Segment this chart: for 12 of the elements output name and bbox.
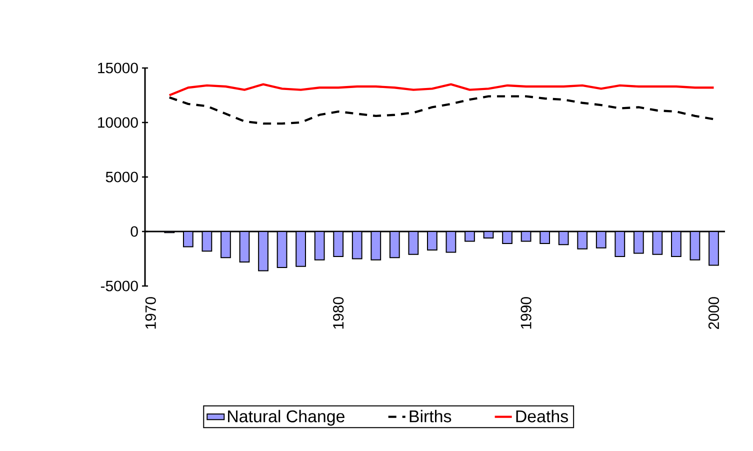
x-tick-label: 2000	[708, 297, 720, 329]
legend-label: Births	[410, 410, 452, 422]
legend-label: Deaths	[516, 410, 568, 422]
y-tick-label: 5000	[106, 172, 138, 182]
y-tick-label: 15000	[98, 62, 138, 74]
y-tick-label: 10000	[98, 117, 138, 128]
y-tick-label: -5000	[100, 280, 138, 292]
legend-label: Natural Change	[228, 410, 344, 426]
y-tick-label: 0	[130, 226, 138, 237]
x-tick-label: 1980	[333, 297, 344, 329]
x-tick-label: 1990	[520, 297, 532, 329]
x-tick-label: 1970	[145, 297, 156, 329]
